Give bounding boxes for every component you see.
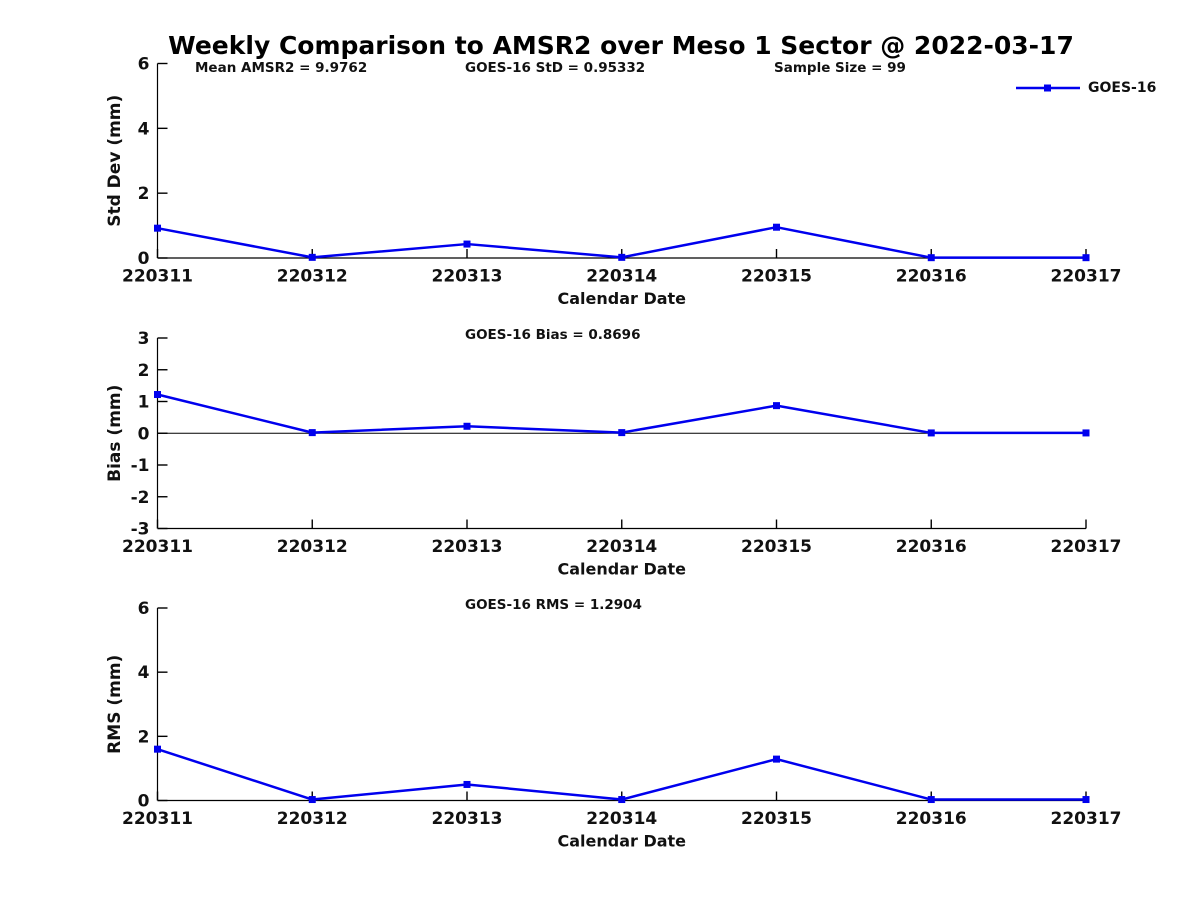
y-axis-title: Std Dev (mm) xyxy=(105,95,125,227)
y-tick-label: 6 xyxy=(138,599,150,619)
data-point-marker xyxy=(927,796,935,804)
y-tick-label: 0 xyxy=(138,249,150,269)
annotation-mean-amsr2: Mean AMSR2 = 9.9762 xyxy=(195,60,368,76)
data-point-marker xyxy=(463,422,471,430)
y-tick-label: 3 xyxy=(138,329,150,349)
x-tick-label: 220311 xyxy=(122,267,193,287)
x-axis-title: Calendar Date xyxy=(557,832,686,851)
x-tick-label: 220316 xyxy=(896,537,967,557)
annotation-goes16-bias: GOES-16 Bias = 0.8696 xyxy=(465,327,641,343)
y-tick-label: 2 xyxy=(138,184,150,204)
legend-label: GOES-16 xyxy=(1088,80,1157,96)
x-tick-label: 220311 xyxy=(122,809,193,829)
x-axis-title: Calendar Date xyxy=(557,560,686,579)
data-point-marker xyxy=(463,240,471,248)
y-tick-label: 4 xyxy=(138,119,150,139)
chart-panel-bias: -3 -2 -1 0 1 2 3 220311 220312 220313 220314 220315… xyxy=(105,329,1121,579)
x-tick-label: 220313 xyxy=(432,809,503,829)
x-tick-label: 220315 xyxy=(741,537,812,557)
x-tick-label: 220313 xyxy=(432,267,503,287)
x-tick-label: 220314 xyxy=(586,537,657,557)
x-tick-label: 220317 xyxy=(1051,537,1122,557)
data-point-marker xyxy=(154,745,161,753)
chart-panel-std: 0 2 4 6 220311 220312 220313 220314 220315 220316… xyxy=(105,55,1121,309)
y-tick-label: 2 xyxy=(138,727,150,747)
x-tick-label: 220317 xyxy=(1051,267,1122,287)
y-tick-label: 1 xyxy=(138,393,150,413)
data-point-marker xyxy=(308,796,316,804)
data-point-marker xyxy=(308,253,316,261)
x-axis-title: Calendar Date xyxy=(557,289,686,308)
data-point-marker xyxy=(773,402,780,410)
x-tick-label: 220311 xyxy=(122,537,193,557)
data-point-marker xyxy=(773,755,780,763)
x-tick-label: 220312 xyxy=(277,537,348,557)
legend-line-sample-icon xyxy=(1016,84,1080,92)
data-point-marker xyxy=(618,796,626,804)
x-tick-label: 220315 xyxy=(741,809,812,829)
data-point-marker xyxy=(463,780,471,788)
series-line xyxy=(157,393,1086,435)
x-tick-label: 220312 xyxy=(277,267,348,287)
y-tick-label: -1 xyxy=(131,456,150,476)
legend: GOES-16 xyxy=(1015,80,1156,96)
x-tick-label: 220314 xyxy=(586,809,657,829)
annotation-goes16-rms: GOES-16 RMS = 1.2904 xyxy=(465,597,642,613)
y-axis-title: Bias (mm) xyxy=(105,385,125,482)
data-point-marker xyxy=(1082,254,1090,262)
chart-panel-rms: 0 2 4 6 220311 220312 220313 220314 220315 220316… xyxy=(105,599,1121,851)
y-tick-label: 0 xyxy=(138,424,150,444)
x-tick-label: 220317 xyxy=(1051,809,1122,829)
data-point-marker xyxy=(154,391,161,399)
chart-title: Weekly Comparison to AMSR2 over Meso 1 S… xyxy=(168,31,1074,60)
data-point-marker xyxy=(1082,429,1090,437)
data-point-marker xyxy=(308,429,316,437)
x-tick-label: 220316 xyxy=(896,809,967,829)
y-tick-label: 0 xyxy=(138,792,150,812)
x-tick-label: 220312 xyxy=(277,809,348,829)
data-point-marker xyxy=(773,223,780,231)
y-tick-label: -3 xyxy=(131,520,150,540)
x-tick-label: 220316 xyxy=(896,267,967,287)
annotation-goes16-std: GOES-16 StD = 0.95332 xyxy=(465,60,646,76)
y-axis-title: RMS (mm) xyxy=(105,655,125,754)
x-tick-label: 220313 xyxy=(432,537,503,557)
data-point-marker xyxy=(927,254,935,262)
y-tick-label: 6 xyxy=(138,55,150,75)
data-point-marker xyxy=(618,429,626,437)
data-point-marker xyxy=(154,224,161,232)
data-point-marker xyxy=(1082,796,1090,804)
x-tick-label: 220314 xyxy=(586,267,657,287)
x-tick-label: 220315 xyxy=(741,267,812,287)
y-tick-label: -2 xyxy=(131,488,150,508)
annotation-sample-size: Sample Size = 99 xyxy=(774,60,906,76)
y-tick-label: 4 xyxy=(138,663,150,683)
data-point-marker xyxy=(927,429,935,437)
y-tick-label: 2 xyxy=(138,361,150,381)
data-point-marker xyxy=(618,253,626,261)
